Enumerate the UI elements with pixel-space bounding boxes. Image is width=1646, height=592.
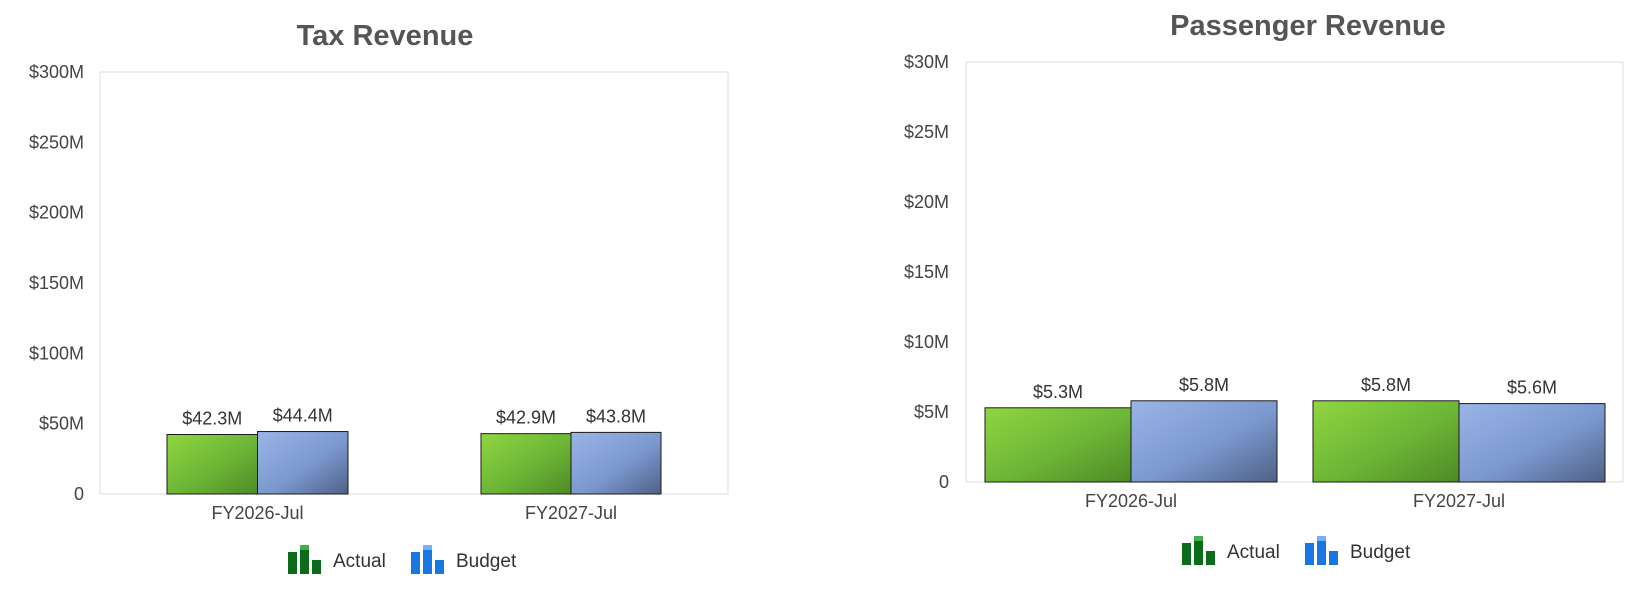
chart-title: Tax Revenue [297,20,474,52]
bar-actual-2 [480,433,572,495]
x-tick-label: FY2027-Jul [525,503,617,523]
legend-label-budget: Budget [456,551,517,572]
y-tick-label: $25M [904,122,949,142]
y-tick-label: $250M [29,132,84,152]
bar-actual-1 [166,433,258,495]
bar-chart-blue-icon [1305,536,1338,565]
chart-tax-revenue: Tax Revenue 0 $50M $100M $150M $200M $250M $30… [29,20,729,574]
legend-label-actual: Actual [1227,542,1280,563]
x-tick-label: FY2026-Jul [1085,491,1177,511]
legend-label-actual: Actual [333,551,386,572]
bars [984,400,1606,483]
legend: Actual Budget [288,545,517,574]
bar-budget-2 [1458,403,1606,483]
bar-actual-1 [984,407,1132,483]
legend-label-budget: Budget [1350,542,1411,563]
y-tick-label: $15M [904,262,949,282]
bar-chart-blue-icon [411,545,444,574]
bar-budget-1 [257,431,349,495]
data-label: $43.8M [586,406,646,426]
plot-area [99,71,729,495]
data-label: $5.3M [1033,382,1083,402]
data-labels: $5.3M $5.8M $5.8M $5.6M [1033,375,1557,402]
y-tick-label: 0 [939,472,949,492]
data-label: $5.8M [1361,375,1411,395]
y-tick-label: $50M [39,414,84,434]
data-label: $42.9M [496,408,556,428]
y-tick-label: $100M [29,343,84,363]
bar-chart-green-icon [288,545,321,574]
y-tick-label: 0 [74,484,84,504]
x-axis-ticks: FY2026-Jul FY2027-Jul [211,503,617,523]
bar-actual-2 [1312,400,1460,483]
y-tick-label: $200M [29,203,84,223]
y-tick-label: $150M [29,273,84,293]
y-tick-label: $10M [904,332,949,352]
y-tick-label: $30M [904,52,949,72]
y-tick-label: $20M [904,192,949,212]
bar-budget-1 [1130,400,1278,483]
y-axis-ticks: 0 $50M $100M $150M $200M $250M $300M [29,62,84,504]
chart-passenger-revenue: Passenger Revenue 0 $5M $10M $15M $20M $25M $3… [904,10,1624,565]
chart-title: Passenger Revenue [1170,10,1446,42]
data-label: $5.6M [1507,378,1557,398]
data-label: $42.3M [182,408,242,428]
x-axis-ticks: FY2026-Jul FY2027-Jul [1085,491,1505,511]
x-tick-label: FY2026-Jul [211,503,303,523]
y-tick-label: $300M [29,62,84,82]
bar-budget-2 [570,431,662,495]
x-tick-label: FY2027-Jul [1413,491,1505,511]
bars [166,431,662,495]
legend: Actual Budget [1182,536,1411,565]
bar-chart-green-icon [1182,536,1215,565]
data-label: $44.4M [273,406,333,426]
y-axis-ticks: 0 $5M $10M $15M $20M $25M $30M [904,52,949,492]
data-labels: $42.3M $44.4M $42.9M $43.8M [182,406,646,429]
y-tick-label: $5M [914,402,949,422]
data-label: $5.8M [1179,375,1229,395]
